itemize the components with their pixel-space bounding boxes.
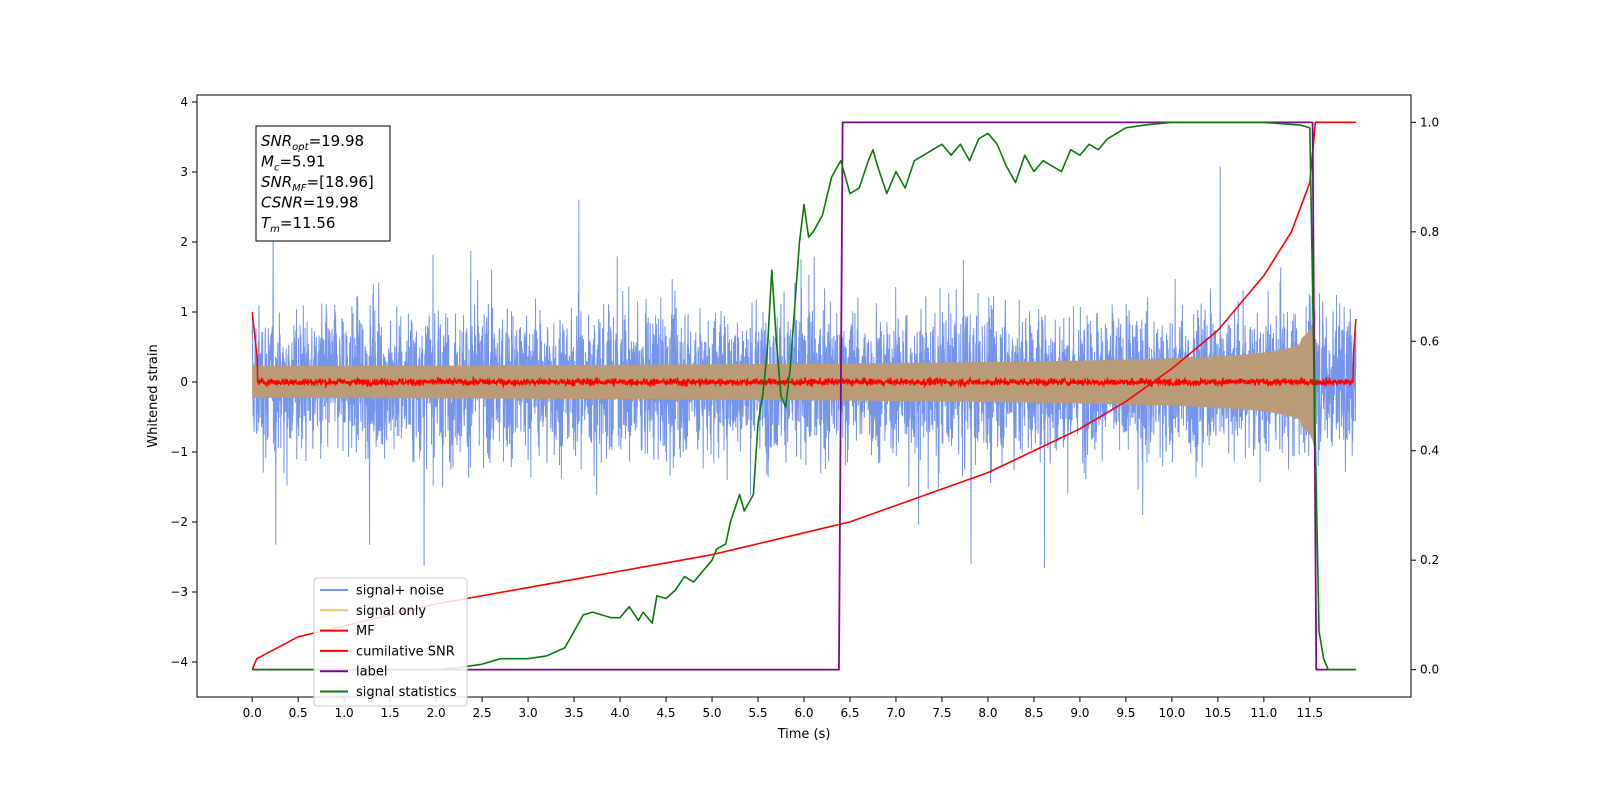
y-tick-label: −2 xyxy=(170,515,188,529)
y-tick-label: 0 xyxy=(180,375,188,389)
y2-tick-label: 0.6 xyxy=(1420,334,1439,348)
x-axis: 0.0 0.5 1.0 1.5 2.0 2.5 3.0 3.5 4.0 4.5 5.0 5.5 6.0 6… xyxy=(243,697,1323,720)
y-axis-right: 0.0 0.2 0.4 0.6 0.8 1.0 xyxy=(1411,115,1439,677)
x-tick-label: 10.0 xyxy=(1159,706,1186,720)
y2-tick-label: 0.4 xyxy=(1420,444,1439,458)
x-tick-label: 11.5 xyxy=(1296,706,1323,720)
x-tick-label: 0.0 xyxy=(243,706,262,720)
y2-tick-label: 0.0 xyxy=(1420,663,1439,677)
info-box: SNRopt=19.98Mc=5.91SNRMF=[18.96]CSNR=19.… xyxy=(255,125,391,242)
legend-entry: signal+ noise xyxy=(356,584,444,599)
info-line: SNRopt=19.98 xyxy=(261,132,364,153)
x-tick-label: 9.5 xyxy=(1116,706,1135,720)
x-axis-label: Time (s) xyxy=(777,727,831,742)
x-tick-label: 6.0 xyxy=(794,706,813,720)
x-tick-label: 8.5 xyxy=(1024,706,1043,720)
x-tick-label: 2.5 xyxy=(473,706,492,720)
info-line: CSNR=19.98 xyxy=(261,194,358,212)
y-axis-left: 4 3 2 1 0 −1 −2 −3 −4 xyxy=(170,95,197,669)
x-tick-label: 1.0 xyxy=(335,706,354,720)
y-tick-label: −3 xyxy=(170,585,188,599)
info-line: SNRMF=[18.96] xyxy=(261,173,374,194)
x-tick-label: 5.5 xyxy=(748,706,767,720)
legend-entry: cumilative SNR xyxy=(356,644,455,659)
y-tick-label: −4 xyxy=(170,655,188,669)
y-tick-label: 4 xyxy=(180,95,188,109)
series-mf xyxy=(251,311,1357,389)
legend-entry: signal statistics xyxy=(356,685,457,700)
x-tick-label: 11.0 xyxy=(1250,706,1277,720)
series-signal-statistics xyxy=(252,121,1356,671)
legend-entry: MF xyxy=(356,624,375,639)
x-tick-label: 2.0 xyxy=(427,706,446,720)
info-line: Tm=11.56 xyxy=(261,214,335,235)
x-tick-label: 10.5 xyxy=(1205,706,1232,720)
legend-frame xyxy=(313,577,468,707)
y-tick-label: 3 xyxy=(180,165,188,179)
x-tick-label: 4.0 xyxy=(611,706,630,720)
legend: signal+ noise signal only MF cumilative SNR… xyxy=(313,577,468,707)
x-tick-label: 3.5 xyxy=(565,706,584,720)
legend-entry: signal only xyxy=(356,604,426,619)
x-tick-label: 0.5 xyxy=(289,706,308,720)
x-tick-label: 5.0 xyxy=(702,706,721,720)
info-box-frame xyxy=(255,125,391,242)
y-axis-label: Whitened strain xyxy=(146,344,161,447)
y-tick-label: 1 xyxy=(180,305,188,319)
legend-entry: label xyxy=(356,665,387,680)
x-tick-label: 1.5 xyxy=(381,706,400,720)
info-line: Mc=5.91 xyxy=(261,153,325,174)
y2-tick-label: 0.8 xyxy=(1420,225,1439,239)
y2-tick-label: 0.2 xyxy=(1420,553,1439,567)
y-tick-label: −1 xyxy=(170,445,188,459)
x-tick-label: 9.0 xyxy=(1070,706,1089,720)
y-tick-label: 2 xyxy=(180,235,188,249)
x-tick-label: 8.0 xyxy=(978,706,997,720)
x-tick-label: 3.0 xyxy=(519,706,538,720)
x-tick-label: 4.5 xyxy=(656,706,675,720)
series-label xyxy=(252,121,1356,671)
x-tick-label: 7.0 xyxy=(886,706,905,720)
x-tick-label: 7.5 xyxy=(932,706,951,720)
y2-tick-label: 1.0 xyxy=(1420,115,1439,129)
x-tick-label: 6.5 xyxy=(840,706,859,720)
